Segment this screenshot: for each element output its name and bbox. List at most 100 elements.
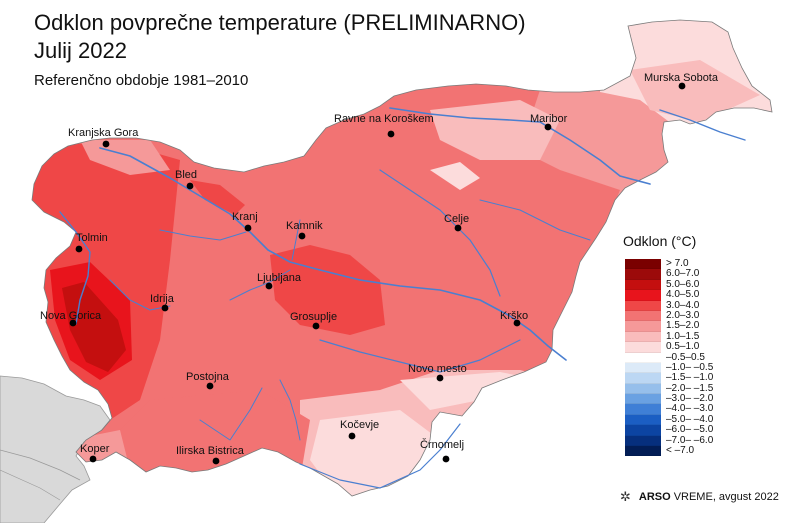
river-sora bbox=[159, 229, 247, 241]
legend-title: Odklon (°C) bbox=[623, 233, 697, 249]
city-dot bbox=[69, 319, 77, 327]
city-label: Novo mesto bbox=[408, 363, 467, 375]
zone-drava bbox=[430, 100, 560, 160]
city-bled: Bled bbox=[175, 169, 197, 190]
city-celje: Celje bbox=[444, 213, 469, 232]
city-dot bbox=[161, 304, 169, 312]
city-label: Murska Sobota bbox=[644, 72, 719, 84]
zone-pohorje bbox=[430, 162, 480, 190]
river-ljubljanica bbox=[229, 269, 291, 301]
map-title: Odklon povprečne temperature (PRELIMINAR… bbox=[34, 10, 526, 35]
city-idrija: Idrija bbox=[150, 293, 175, 312]
legend-row: > 7.0 bbox=[625, 258, 713, 270]
river-idrijca bbox=[109, 279, 171, 311]
city-label: Kranjska Gora bbox=[68, 127, 139, 139]
city-dot bbox=[442, 455, 450, 463]
city-label: Krško bbox=[500, 310, 528, 322]
legend-row: –1.5– –1.0 bbox=[625, 372, 713, 384]
legend-row: –7.0– –6.0 bbox=[625, 434, 714, 447]
legend-label: –7.0– –6.0 bbox=[666, 434, 714, 446]
legend-swatch bbox=[625, 310, 661, 322]
city-crnomelj: Črnomelj bbox=[420, 438, 464, 463]
legend-label: 3.0–4.0 bbox=[666, 299, 700, 311]
city-dot bbox=[298, 232, 306, 240]
city-label: Kočevje bbox=[340, 419, 379, 431]
legend-swatch bbox=[625, 404, 661, 415]
city-kranjska-gora: Kranjska Gora bbox=[68, 127, 139, 148]
legend-row: –3.0– –2.0 bbox=[625, 393, 714, 405]
legend-swatch bbox=[625, 446, 661, 457]
city-postojna: Postojna bbox=[186, 371, 230, 390]
legend-label: > 7.0 bbox=[666, 258, 689, 269]
legend-row: 6.0–7.0 bbox=[625, 268, 713, 280]
legend-row: < –7.0 bbox=[625, 445, 713, 457]
legend-row: –2.0– –1.5 bbox=[625, 382, 714, 395]
city-dot bbox=[212, 457, 220, 465]
legend-swatch bbox=[625, 331, 661, 343]
river-dravinja bbox=[479, 199, 591, 241]
city-dot bbox=[186, 182, 194, 190]
legend-swatch bbox=[625, 362, 661, 374]
city-label: Grosuplje bbox=[290, 311, 337, 323]
legend-swatch bbox=[625, 259, 661, 270]
zone-bled bbox=[190, 180, 245, 215]
city-label: Koper bbox=[80, 443, 110, 455]
city-dot bbox=[513, 319, 521, 327]
city-dot bbox=[348, 432, 356, 440]
city-dot bbox=[75, 245, 83, 253]
legend-swatch bbox=[625, 300, 661, 311]
city-nova-gorica: Nova Gorica bbox=[40, 310, 102, 327]
city-ilirska-bistrica: Ilirska Bistrica bbox=[176, 445, 245, 465]
legend-swatch bbox=[625, 383, 661, 395]
map-subtitle: Referenčno obdobje 1981–2010 bbox=[34, 72, 249, 89]
city-dot bbox=[102, 140, 110, 148]
footer-brand-sub: VREME bbox=[673, 491, 713, 503]
city-label: Tolmin bbox=[76, 232, 108, 244]
legend-swatch bbox=[625, 414, 661, 426]
city-label: Postojna bbox=[186, 371, 230, 383]
legend: > 7.0 6.0–7.0 5.0–6.0 4.0–5.0 3.0–4.0 2.0–3.0… bbox=[625, 258, 714, 457]
legend-swatch bbox=[625, 342, 661, 353]
river-kolpa bbox=[299, 423, 461, 489]
legend-label: –2.0– –1.5 bbox=[666, 382, 714, 394]
city-krsko: Krško bbox=[500, 310, 528, 327]
legend-row: 0.5–1.0 bbox=[625, 341, 713, 353]
legend-label: 2.0–3.0 bbox=[666, 309, 700, 321]
city-label: Idrija bbox=[150, 293, 175, 305]
legend-swatch bbox=[625, 394, 661, 405]
river-savinja bbox=[379, 169, 501, 297]
city-label: Celje bbox=[444, 213, 469, 225]
legend-label: 5.0–6.0 bbox=[666, 278, 700, 290]
city-dot bbox=[678, 82, 686, 90]
river-krka bbox=[319, 339, 521, 373]
legend-row: 3.0–4.0 bbox=[625, 299, 713, 311]
city-label: Nova Gorica bbox=[40, 310, 102, 322]
city-label: Ljubljana bbox=[257, 272, 302, 284]
city-kranj: Kranj bbox=[232, 211, 258, 232]
legend-row: –1.0– –0.5 bbox=[625, 361, 714, 374]
city-tolmin: Tolmin bbox=[75, 232, 108, 253]
legend-row: –6.0– –5.0 bbox=[625, 424, 714, 436]
city-label: Kamnik bbox=[286, 220, 323, 232]
city-maribor: Maribor bbox=[530, 113, 568, 131]
legend-label: 0.5–1.0 bbox=[666, 341, 700, 353]
city-dot bbox=[436, 374, 444, 382]
slovenia-border bbox=[31, 19, 773, 497]
city-kamnik: Kamnik bbox=[286, 220, 323, 240]
legend-label: 4.0–5.0 bbox=[666, 289, 700, 301]
legend-label: –5.0– –4.0 bbox=[666, 413, 714, 425]
legend-label: –6.0– –5.0 bbox=[666, 424, 714, 436]
legend-swatch bbox=[625, 352, 661, 363]
legend-swatch bbox=[625, 435, 661, 447]
legend-label: –1.0– –0.5 bbox=[666, 361, 714, 373]
legend-row: 1.0–1.5 bbox=[625, 331, 713, 343]
legend-swatch bbox=[625, 373, 661, 384]
legend-row: –0.5–0.5 bbox=[625, 352, 713, 363]
city-grosuplje: Grosuplje bbox=[290, 311, 337, 330]
city-label: Ilirska Bistrica bbox=[176, 445, 245, 457]
border-line bbox=[0, 469, 61, 501]
legend-swatch bbox=[625, 279, 661, 291]
city-koper: Koper bbox=[80, 443, 110, 463]
legend-label: –3.0– –2.0 bbox=[666, 393, 714, 405]
